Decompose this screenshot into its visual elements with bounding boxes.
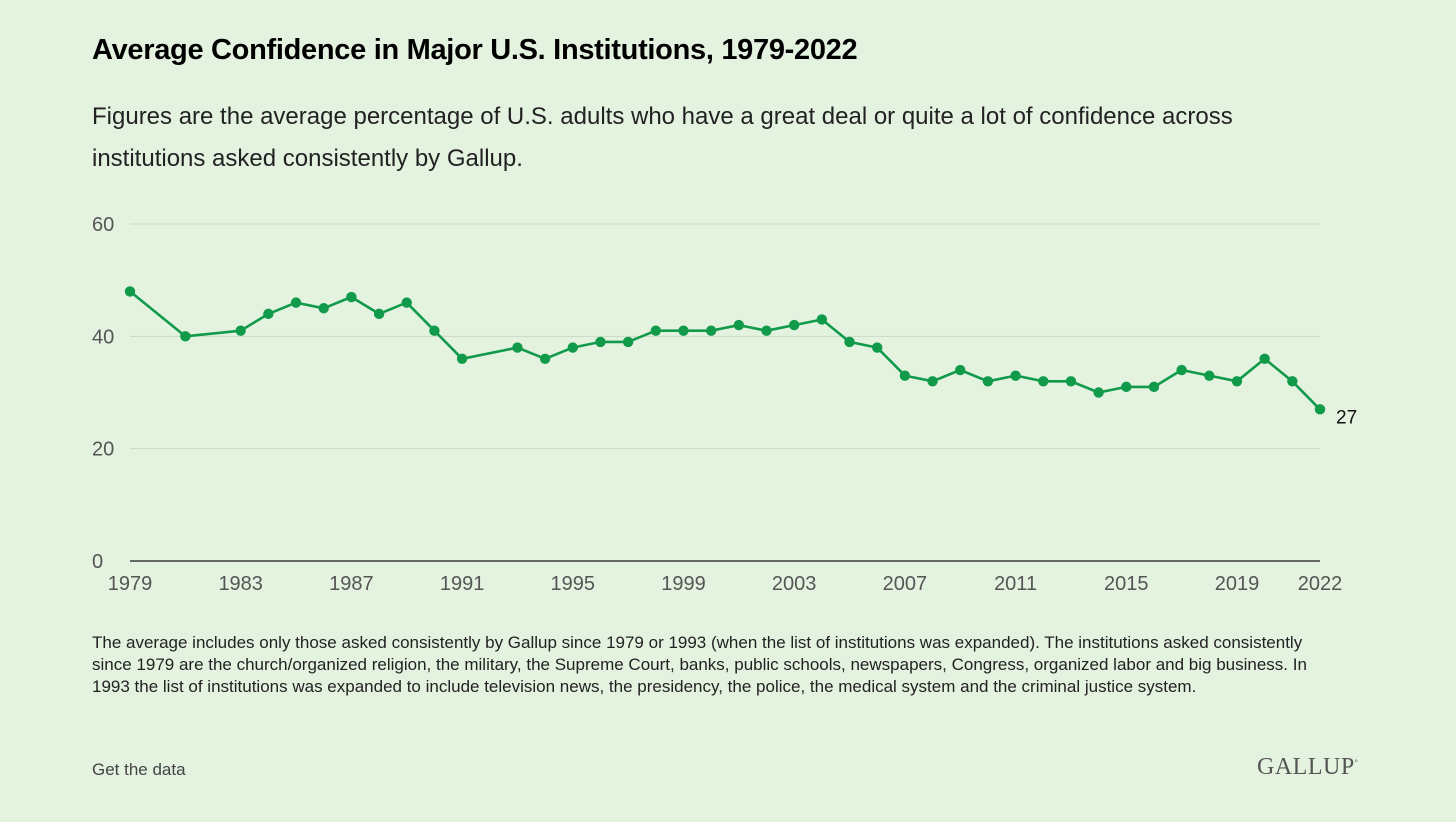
data-point-2018[interactable] bbox=[1204, 370, 1215, 381]
x-tick-label: 1991 bbox=[440, 573, 485, 595]
data-point-1991[interactable] bbox=[456, 353, 468, 364]
data-point-2013[interactable] bbox=[1065, 376, 1077, 387]
data-point-2016[interactable] bbox=[1148, 381, 1160, 393]
get-the-data-link[interactable]: Get the data bbox=[92, 760, 186, 779]
data-point-1981[interactable] bbox=[180, 331, 191, 342]
x-tick-label: 2007 bbox=[883, 573, 928, 595]
y-tick-label: 60 bbox=[92, 214, 114, 236]
data-point-2014[interactable] bbox=[1093, 387, 1104, 398]
line-chart: 0 20 40 60 1979 1983 1987 1991 1995 1999 2003 2007… bbox=[92, 214, 1357, 595]
x-tick-labels: 1979 1983 1987 1991 1995 1999 2003 2007 2011 2015… bbox=[108, 573, 1343, 595]
footnote: The average includes only those asked co… bbox=[92, 633, 1307, 696]
y-tick-label: 0 bbox=[92, 551, 103, 573]
data-point-1979[interactable] bbox=[124, 286, 136, 297]
end-value-label: 27 bbox=[1336, 407, 1357, 428]
data-point-2011[interactable] bbox=[1010, 370, 1021, 381]
series-line bbox=[129, 290, 1321, 411]
grid-layer bbox=[130, 223, 1320, 562]
y-tick-labels: 0 20 40 60 bbox=[92, 214, 114, 573]
data-point-1983[interactable] bbox=[235, 325, 246, 336]
x-tick-label: 2022 bbox=[1298, 573, 1343, 595]
gallup-logo: GALLUP° bbox=[1257, 754, 1359, 780]
data-point-1996[interactable] bbox=[595, 336, 606, 348]
data-point-2004[interactable] bbox=[816, 314, 828, 325]
x-tick-label: 2011 bbox=[994, 573, 1037, 595]
data-point-1995[interactable] bbox=[567, 342, 578, 353]
data-point-2017[interactable] bbox=[1176, 364, 1187, 376]
data-point-1987[interactable] bbox=[346, 291, 357, 303]
data-point-2008[interactable] bbox=[927, 376, 938, 387]
data-point-1998[interactable] bbox=[650, 325, 662, 336]
data-point-1990[interactable] bbox=[429, 325, 440, 336]
data-point-2001[interactable] bbox=[733, 319, 745, 331]
data-point-1985[interactable] bbox=[290, 297, 302, 308]
y-tick-label: 20 bbox=[92, 439, 114, 461]
data-point-2002[interactable] bbox=[761, 325, 772, 336]
data-point-2022[interactable] bbox=[1314, 404, 1326, 415]
data-point-2020[interactable] bbox=[1259, 353, 1270, 364]
data-point-1993[interactable] bbox=[512, 342, 523, 353]
data-point-1989[interactable] bbox=[401, 297, 412, 308]
series-points bbox=[124, 286, 1326, 415]
data-point-2010[interactable] bbox=[982, 376, 994, 387]
y-tick-label: 40 bbox=[92, 326, 114, 348]
data-point-1999[interactable] bbox=[678, 325, 689, 336]
data-point-2003[interactable] bbox=[788, 319, 800, 331]
x-tick-label: 1987 bbox=[329, 573, 374, 595]
x-tick-label: 1983 bbox=[218, 573, 263, 595]
x-tick-label: 1995 bbox=[551, 573, 596, 595]
data-point-2007[interactable] bbox=[899, 370, 911, 381]
data-point-2009[interactable] bbox=[955, 364, 966, 376]
x-tick-label: 1999 bbox=[661, 573, 706, 595]
data-point-1984[interactable] bbox=[263, 308, 274, 320]
data-point-2005[interactable] bbox=[844, 336, 855, 348]
data-point-2006[interactable] bbox=[872, 342, 883, 353]
x-tick-label: 2019 bbox=[1215, 573, 1260, 595]
chart-subtitle: Figures are the average percentage of U.… bbox=[92, 103, 1233, 172]
chart-title: Average Confidence in Major U.S. Institu… bbox=[92, 34, 858, 66]
data-point-2012[interactable] bbox=[1038, 376, 1049, 387]
data-point-1997[interactable] bbox=[622, 336, 634, 348]
data-point-2000[interactable] bbox=[705, 325, 717, 336]
data-point-2015[interactable] bbox=[1121, 381, 1132, 393]
x-tick-label: 1979 bbox=[108, 573, 153, 595]
data-point-1986[interactable] bbox=[318, 303, 329, 314]
data-point-2019[interactable] bbox=[1231, 376, 1243, 387]
x-tick-label: 2003 bbox=[772, 573, 817, 595]
data-point-2021[interactable] bbox=[1287, 376, 1298, 387]
data-point-1994[interactable] bbox=[539, 353, 551, 364]
data-point-1988[interactable] bbox=[373, 308, 385, 320]
x-tick-label: 2015 bbox=[1104, 573, 1149, 595]
